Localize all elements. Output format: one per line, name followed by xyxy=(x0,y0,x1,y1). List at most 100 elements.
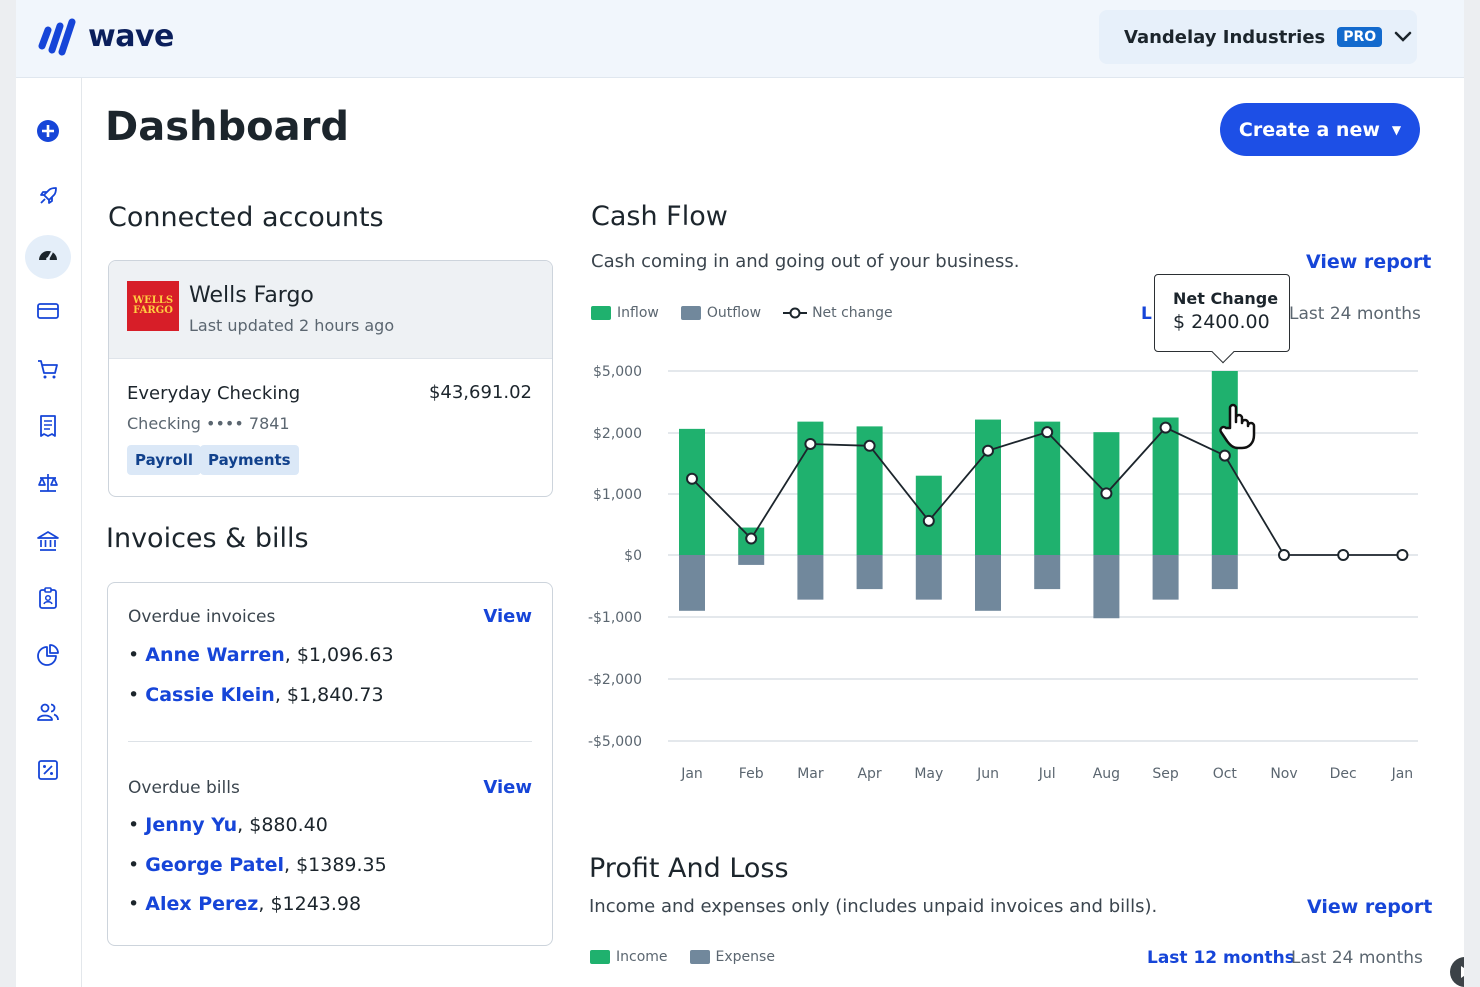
reports-icon[interactable] xyxy=(36,643,60,667)
bank-account-card: WELLS FARGO Wells Fargo Last updated 2 h… xyxy=(108,260,553,497)
net-change-point xyxy=(745,532,758,545)
x-tick-label: Dec xyxy=(1330,766,1357,782)
legend-expense: Expense xyxy=(689,949,775,965)
account-name[interactable]: Everyday Checking xyxy=(127,383,301,404)
business-switcher[interactable]: Vandelay Industries PRO xyxy=(1099,10,1417,64)
outflow-bar xyxy=(915,555,942,600)
payments-icon[interactable] xyxy=(36,299,60,323)
legend-inflow: Inflow xyxy=(591,305,659,321)
x-tick-label: Feb xyxy=(739,766,764,782)
customer-link[interactable]: Cassie Klein xyxy=(145,684,275,706)
x-tick-label: Sep xyxy=(1152,766,1179,782)
inflow-bar xyxy=(975,419,1001,555)
pro-badge: PRO xyxy=(1337,27,1383,47)
bank-header[interactable]: WELLS FARGO Wells Fargo Last updated 2 h… xyxy=(109,261,552,359)
tag-payroll[interactable]: Payroll xyxy=(127,445,202,475)
x-tick-label: May xyxy=(914,766,943,782)
net-change-tooltip: Net Change $ 2400.00 xyxy=(1154,274,1290,364)
inflow-swatch xyxy=(591,306,611,320)
wave-logo-text: wave xyxy=(88,18,174,54)
amount: , $880.40 xyxy=(237,814,328,836)
profit-loss-legend: Income Expense xyxy=(590,949,797,965)
outflow-bar xyxy=(856,555,883,590)
vendor-link[interactable]: Jenny Yu xyxy=(145,814,238,836)
inflow-bar xyxy=(679,428,705,555)
profit-loss-view-report-link[interactable]: View report xyxy=(1307,896,1433,918)
banking-icon[interactable] xyxy=(36,529,60,553)
amount: , $1389.35 xyxy=(283,854,387,876)
cash-flow-period-active[interactable]: L xyxy=(1141,304,1152,324)
legend-expense-label: Expense xyxy=(715,949,775,965)
y-tick-label: $1,000 xyxy=(593,487,642,503)
dashboard-icon[interactable] xyxy=(36,243,60,267)
cash-flow-view-report-link[interactable]: View report xyxy=(1306,251,1432,273)
overdue-bills-label: Overdue bills xyxy=(128,778,240,798)
net-change-point xyxy=(686,472,698,485)
cash-flow-chart: $5,000 $2,000 $1,000 $0 -$1,000 -$2,000 -$5,00… xyxy=(588,364,1418,782)
net-change-line-icon xyxy=(783,307,808,319)
net-change-point xyxy=(1218,449,1231,462)
play-icon xyxy=(1461,966,1464,978)
divider xyxy=(128,741,532,742)
invoices-bills-heading: Invoices & bills xyxy=(106,523,309,554)
amount: , $1243.98 xyxy=(258,893,362,915)
outflow-swatch xyxy=(680,306,701,320)
outflow-bar xyxy=(1152,555,1179,600)
x-tick-label: Apr xyxy=(857,766,881,782)
y-tick-label: $2,000 xyxy=(593,426,642,442)
create-new-button[interactable]: Create a new ▼ xyxy=(1220,103,1420,156)
purchases-icon[interactable] xyxy=(36,414,60,438)
business-name: Vandelay Industries xyxy=(1124,26,1326,48)
outflow-bar xyxy=(679,555,705,611)
account-balance: $43,691.02 xyxy=(428,382,532,403)
net-change-point xyxy=(863,439,876,452)
cash-flow-subtitle: Cash coming in and going out of your bus… xyxy=(591,251,1020,272)
list-item: • Alex Perez, $1243.98 xyxy=(128,893,362,915)
wells-fargo-logo: WELLS FARGO xyxy=(127,281,179,331)
view-overdue-bills-link[interactable]: View xyxy=(483,777,532,798)
legend-outflow: Outflow xyxy=(680,305,762,321)
outflow-bar xyxy=(1034,555,1061,590)
cash-flow-period-24[interactable]: Last 24 months xyxy=(1289,304,1421,324)
vendor-link[interactable]: George Patel xyxy=(145,854,284,876)
legend-outflow-label: Outflow xyxy=(706,305,762,321)
x-tick-label: Nov xyxy=(1270,766,1297,782)
tooltip-value: $ 2400.00 xyxy=(1173,311,1270,333)
accounting-icon[interactable] xyxy=(36,471,60,495)
outflow-bar xyxy=(1211,555,1238,590)
sales-icon[interactable] xyxy=(36,357,60,381)
x-tick-label: Jul xyxy=(1038,766,1056,782)
outflow-bar xyxy=(797,555,824,600)
view-overdue-invoices-link[interactable]: View xyxy=(483,606,532,627)
play-button[interactable] xyxy=(1450,957,1464,987)
customer-link[interactable]: Anne Warren xyxy=(145,644,285,666)
bank-logo-line-2: FARGO xyxy=(133,305,173,316)
profit-loss-period-12[interactable]: Last 12 months xyxy=(1147,948,1295,968)
advisors-icon[interactable] xyxy=(36,700,60,724)
launch-icon[interactable] xyxy=(36,184,60,208)
net-change-point xyxy=(804,437,817,450)
create-icon[interactable] xyxy=(36,119,60,143)
x-tick-label: Jan xyxy=(680,766,703,782)
y-tick-label: -$5,000 xyxy=(588,734,642,750)
profit-loss-period-24[interactable]: Last 24 months xyxy=(1291,948,1423,968)
taxes-icon[interactable] xyxy=(36,758,60,782)
bank-last-updated: Last updated 2 hours ago xyxy=(189,316,395,335)
legend-income-label: Income xyxy=(616,949,668,965)
sidebar xyxy=(16,78,82,987)
tag-payments[interactable]: Payments xyxy=(200,445,299,475)
outflow-bar xyxy=(1093,555,1120,619)
y-tick-label: $0 xyxy=(624,548,642,564)
vendor-link[interactable]: Alex Perez xyxy=(145,893,259,915)
wave-logo[interactable]: wave xyxy=(38,16,174,56)
amount: , $1,096.63 xyxy=(284,644,394,666)
payroll-icon[interactable] xyxy=(36,586,60,610)
page-title: Dashboard xyxy=(105,104,349,150)
list-item: • Anne Warren, $1,096.63 xyxy=(128,644,394,666)
amount: , $1,840.73 xyxy=(274,684,384,706)
net-change-point xyxy=(1100,487,1113,500)
connected-accounts-heading: Connected accounts xyxy=(108,202,384,233)
overdue-invoices-label: Overdue invoices xyxy=(128,607,276,627)
cash-flow-title: Cash Flow xyxy=(591,201,728,232)
chevron-down-icon xyxy=(1394,31,1412,42)
